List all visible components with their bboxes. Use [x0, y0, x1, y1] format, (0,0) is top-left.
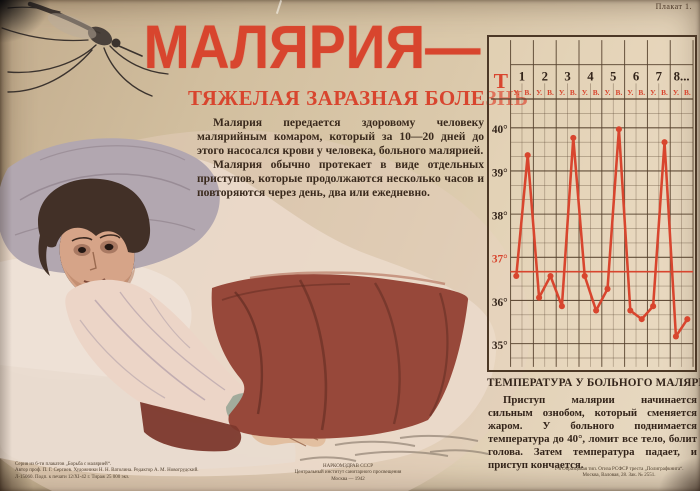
svg-text:3: 3: [564, 69, 570, 83]
chart-caption: ТЕМПЕРАТУРА У БОЛЬНОГО МАЛЯРИЕЙ: [487, 377, 700, 389]
poster-subtitle: ТЯЖЕЛАЯ ЗАРАЗНАЯ БОЛЕЗНЬ: [188, 86, 529, 110]
svg-text:У.: У.: [673, 88, 679, 97]
svg-text:У.: У.: [604, 88, 610, 97]
svg-text:У.: У.: [627, 88, 633, 97]
svg-text:Т: Т: [494, 69, 509, 93]
svg-text:40°: 40°: [492, 124, 508, 136]
credits-line: Москва — 1942: [331, 476, 365, 482]
svg-text:В.: В.: [570, 88, 577, 97]
svg-text:39°: 39°: [492, 167, 508, 179]
svg-text:У.: У.: [582, 88, 588, 97]
svg-text:37°: 37°: [492, 254, 508, 266]
plate-label: Плакат 1.: [655, 2, 692, 11]
svg-text:36°: 36°: [492, 297, 508, 309]
svg-text:В.: В.: [616, 88, 623, 97]
svg-text:В.: В.: [638, 88, 645, 97]
svg-text:В.: В.: [684, 88, 691, 97]
poster-title: МАЛЯРИЯ—: [143, 13, 481, 83]
credits-printer: 1-я Образцовая тип. Огиза РСФСР треста „…: [545, 467, 693, 480]
svg-text:В.: В.: [524, 88, 531, 97]
svg-text:У.: У.: [650, 88, 656, 97]
credits-line: Л-15060. Подп. к печати 12/XI-42 г. Тира…: [15, 474, 130, 480]
temperature-chart-panel: Т 1 У. В. 2 У. В. 3 У. В. 4 У. В. 5 У. В. 6 У. В. 7 У. В. 8...…: [487, 35, 697, 372]
svg-text:У.: У.: [559, 88, 565, 97]
svg-text:2: 2: [542, 69, 548, 83]
attack-paragraph: Приступ малярии начинается сильным озноб…: [488, 394, 697, 471]
svg-text:5: 5: [610, 69, 616, 83]
credits-line: Автор проф. П. Г. Сергиев. Художники Н. …: [15, 468, 199, 474]
svg-text:У.: У.: [536, 88, 542, 97]
credits-publisher: НАРКОМЗДРАВ СССР Центральный институт са…: [268, 464, 428, 483]
intro-paragraph-1: Малярия передается здоровому человеку ма…: [197, 116, 484, 157]
intro-paragraph-2: Малярия обычно протекает в виде отдельны…: [197, 157, 484, 199]
svg-text:7: 7: [656, 69, 663, 83]
temperature-chart: Т 1У. В.2У. В.3У. В.4У. В.5У. В.6У. В.7У. В.8...…: [490, 40, 694, 367]
credits-line: Москва, Валовая, 28. Зак. № 2551.: [582, 473, 656, 479]
svg-text:В.: В.: [547, 88, 554, 97]
svg-text:6: 6: [633, 69, 639, 83]
intro-text-block: Малярия передается здоровому человеку ма…: [197, 116, 484, 199]
svg-text:38°: 38°: [492, 210, 508, 222]
svg-text:В.: В.: [661, 88, 668, 97]
svg-text:4: 4: [587, 69, 594, 83]
chart-header-labels: Т 1У. В.2У. В.3У. В.4У. В.5У. В.6У. В.7У. В.8...…: [494, 69, 691, 97]
chart-ytick-labels: 40° 39° 38° 37° 36° 35°: [492, 124, 508, 352]
svg-text:1: 1: [519, 69, 525, 83]
svg-text:У.: У.: [513, 88, 519, 97]
svg-text:35°: 35°: [492, 340, 508, 352]
svg-text:8...: 8...: [674, 69, 690, 83]
svg-text:В.: В.: [593, 88, 600, 97]
credits-left: Серия из 6-ти плакатов „Борьба с малярие…: [15, 462, 205, 481]
